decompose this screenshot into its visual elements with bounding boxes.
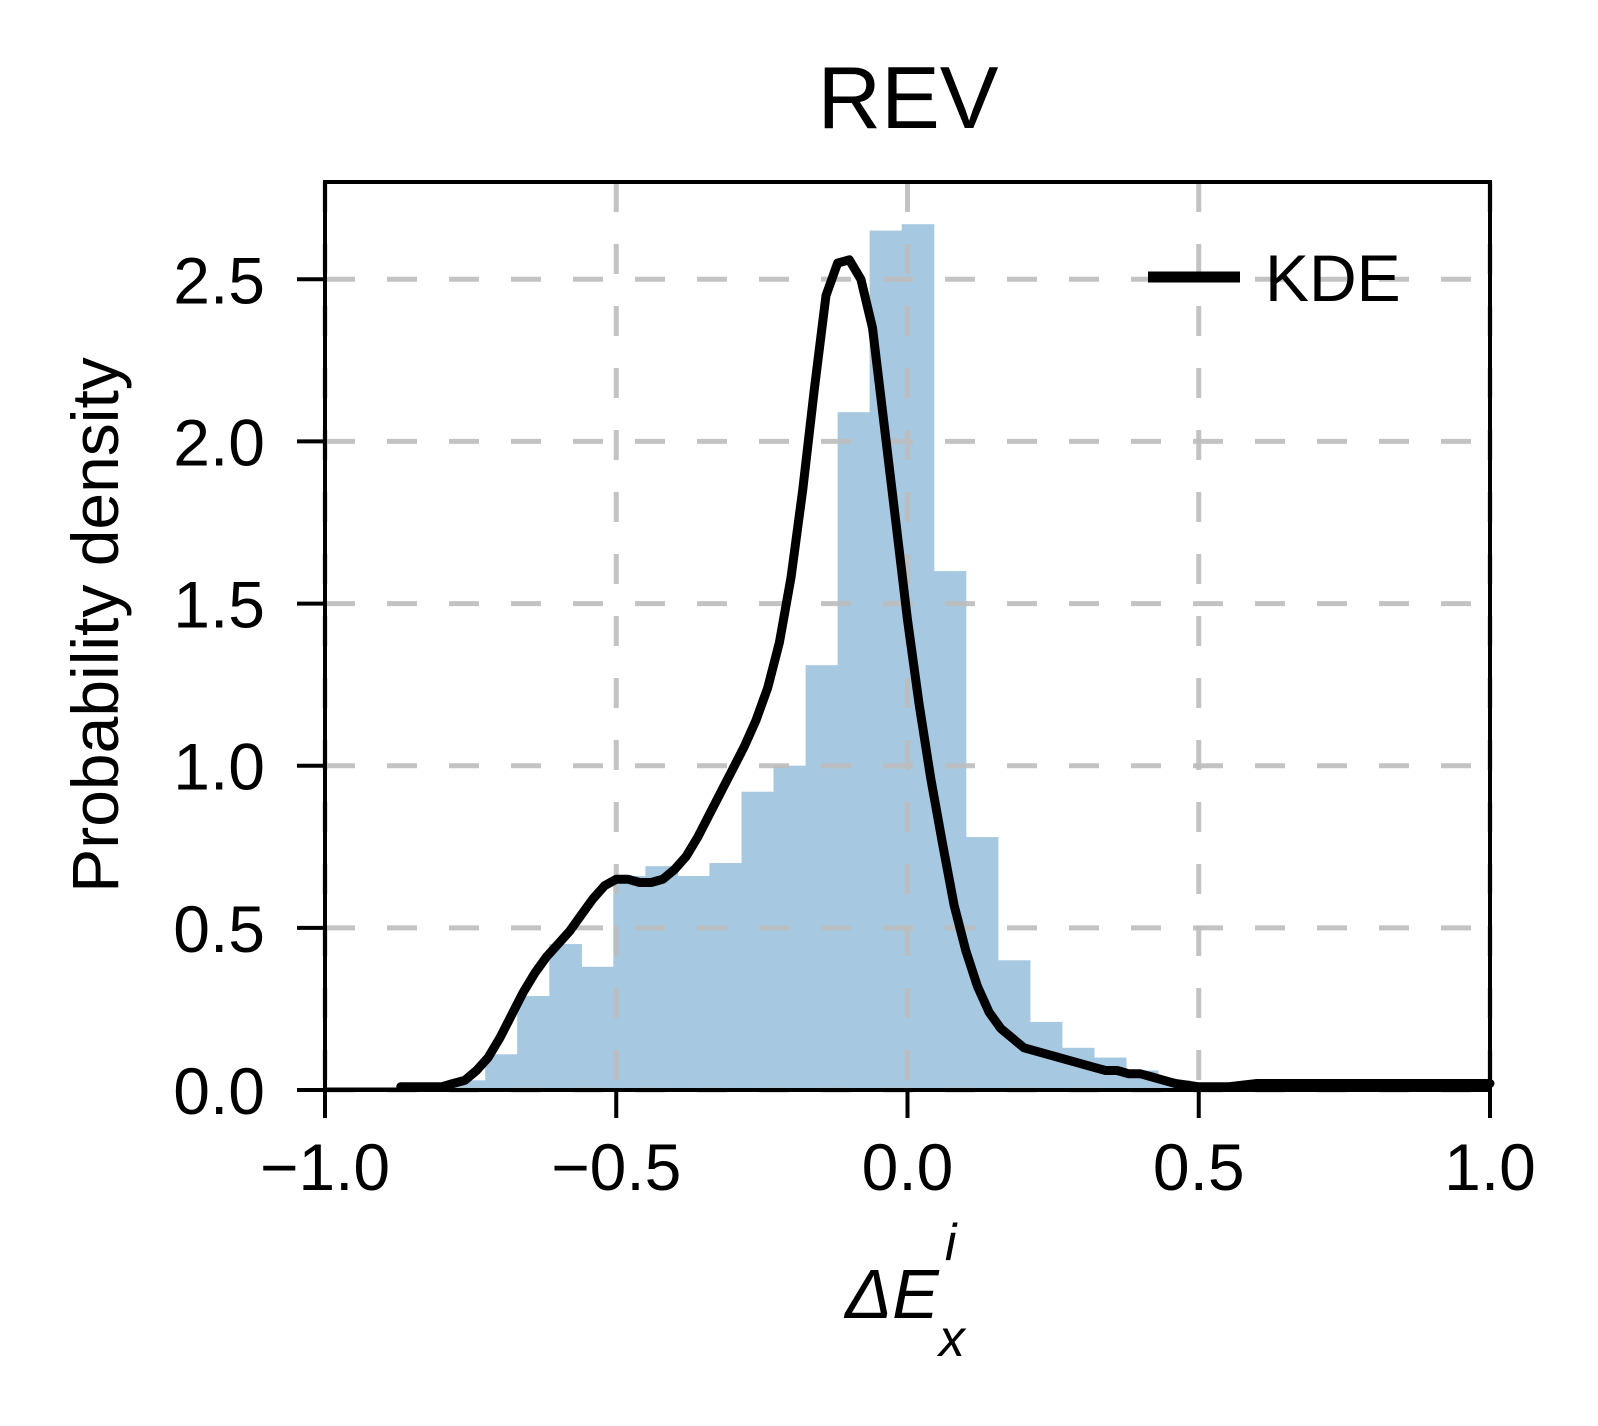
legend-kde-label: KDE xyxy=(1265,241,1401,315)
histogram-bar xyxy=(645,866,678,1090)
histogram-bar xyxy=(805,665,839,1090)
kde-line xyxy=(396,255,1495,1092)
x-axis-label: ΔExi xyxy=(843,1214,967,1368)
y-tick-label: 0.5 xyxy=(173,892,265,966)
histogram-bar xyxy=(517,996,550,1090)
legend: KDE xyxy=(1148,241,1401,315)
y-tick-label: 1.0 xyxy=(173,730,265,804)
x-axis-label-subscript: x xyxy=(936,1310,967,1368)
x-tick-label: 0.5 xyxy=(1153,1130,1245,1204)
histogram-bars xyxy=(453,224,1383,1091)
x-tick-label: −1.0 xyxy=(260,1130,390,1204)
y-tick-label: 2.5 xyxy=(173,243,265,317)
histogram-bar xyxy=(549,944,582,1090)
tick-marks-and-labels: −1.0 −0.5 0.0 0.5 1.0 0.0 0.5 1.0 1.5 2.0 2.5 xyxy=(173,243,1536,1204)
histogram-bar xyxy=(453,1080,486,1090)
histogram-bar xyxy=(709,863,742,1090)
x-tick-label: −0.5 xyxy=(551,1130,681,1204)
histogram-bar xyxy=(677,876,710,1090)
histogram-bar xyxy=(837,412,871,1090)
y-tick-label: 2.0 xyxy=(173,405,265,479)
histogram-bar xyxy=(581,966,614,1090)
histogram-bar xyxy=(901,224,935,1090)
x-tick-label: 0.0 xyxy=(862,1130,954,1204)
histogram-bar xyxy=(741,791,775,1090)
chart-title: REV xyxy=(818,48,999,147)
x-axis-label-base: ΔE xyxy=(843,1255,940,1333)
y-tick-label: 0.0 xyxy=(173,1054,265,1128)
y-tick-label: 1.5 xyxy=(173,568,265,642)
x-tick-label: 1.0 xyxy=(1444,1130,1536,1204)
y-axis-label: Probability density xyxy=(58,357,132,893)
x-axis-label-superscript: i xyxy=(945,1214,958,1272)
